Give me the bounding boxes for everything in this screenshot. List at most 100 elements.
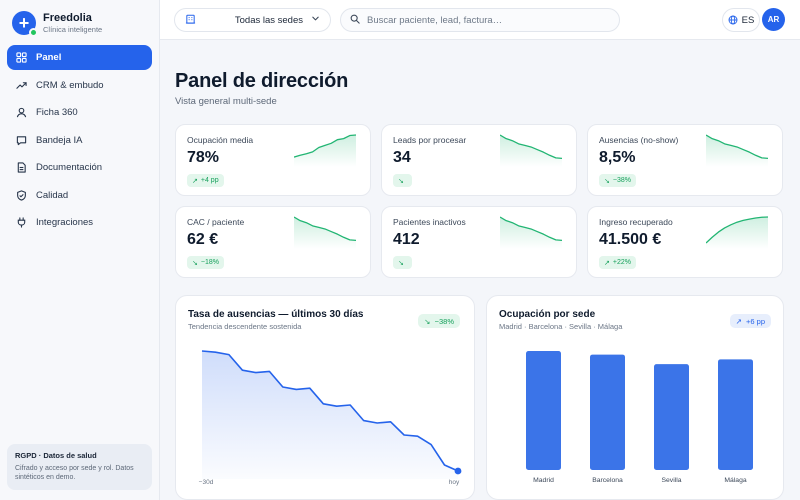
bar[interactable] xyxy=(590,354,625,470)
chat-icon xyxy=(16,135,27,146)
arrow-up-right-icon: ↗ xyxy=(604,259,610,267)
bar[interactable] xyxy=(526,351,561,470)
sparkline xyxy=(294,216,356,249)
kpi-badge: ↗ +22% xyxy=(599,256,636,269)
avatar[interactable]: AR xyxy=(762,8,785,31)
sidebar-item-label: Documentación xyxy=(36,162,103,173)
arrow-down-right-icon: ↘ xyxy=(398,259,404,267)
trend-icon xyxy=(16,80,27,91)
absence-rate-panel: Tasa de ausencias — últimos 30 días Tend… xyxy=(175,295,475,500)
kpi-label: CAC / paciente xyxy=(187,217,245,227)
kpi-card-cac[interactable]: CAC / paciente 62 € ↘ −18% xyxy=(175,206,371,278)
bar[interactable] xyxy=(718,359,753,470)
gdpr-title: RGPD · Datos de salud xyxy=(15,451,97,460)
kpi-value: 62 € xyxy=(187,231,219,248)
sidebar: + Freedolia Clínica inteligente Panel CR… xyxy=(0,0,160,500)
kpi-badge-text: +4 pp xyxy=(200,177,219,184)
kpi-badge: ↘ −38% xyxy=(599,174,636,187)
kpi-card-ingreso[interactable]: Ingreso recuperado 41.500 € ↗ +22% xyxy=(587,206,783,278)
panel-badge-text: −38% xyxy=(434,316,454,326)
language-selector[interactable]: ES xyxy=(722,8,760,32)
brand-name: Freedolia xyxy=(43,12,92,24)
sidebar-item-panel[interactable]: Panel xyxy=(7,45,152,70)
search-input[interactable] xyxy=(367,14,607,26)
x-tick-label: −30d xyxy=(199,479,214,486)
sidebar-item-label: CRM & embudo xyxy=(36,79,104,91)
brand-logo-icon: + xyxy=(12,11,38,37)
chevron-down-icon xyxy=(311,14,320,26)
absence-area xyxy=(202,351,458,479)
grid-icon xyxy=(16,52,27,63)
sparkline xyxy=(706,216,768,249)
sparkline-area xyxy=(706,217,768,249)
arrow-down-right-icon: ↘ xyxy=(192,259,198,267)
x-tick-label: Sevilla xyxy=(661,477,681,484)
occupancy-panel: Ocupación por sede Madrid · Barcelona · … xyxy=(486,295,784,500)
sede-selector-value: Todas las sedes xyxy=(234,14,303,26)
sparkline xyxy=(294,134,356,167)
panel-badge-text: +6 pp xyxy=(746,316,765,326)
data-point xyxy=(454,467,462,475)
page-title: Panel de dirección xyxy=(175,70,349,92)
kpi-badge: ↘ xyxy=(393,174,412,187)
kpi-value: 78% xyxy=(187,149,220,166)
sidebar-item-integraciones[interactable]: Integraciones xyxy=(7,210,152,235)
sparkline xyxy=(500,216,562,249)
x-tick-label: hoy xyxy=(449,479,460,486)
kpi-value: 34 xyxy=(393,149,411,166)
panel-subtitle: Madrid · Barcelona · Sevilla · Málaga xyxy=(499,322,623,331)
kpi-card-leads[interactable]: Leads por procesar 34 ↘ xyxy=(381,124,577,196)
avatar-initials: AR xyxy=(767,15,780,24)
kpi-card-ocupacion[interactable]: Ocupación media 78% ↗ +4 pp xyxy=(175,124,371,196)
sparkline-line xyxy=(500,216,562,242)
topbar: Todas las sedes ES AR xyxy=(160,0,800,40)
document-icon xyxy=(16,162,27,173)
sparkline-line xyxy=(294,134,356,158)
sede-selector[interactable]: Todas las sedes xyxy=(174,8,331,32)
gdpr-text: Cifrado y acceso por sede y rol. Datos s… xyxy=(15,465,134,482)
arrow-up-right-icon: ↗ xyxy=(735,316,743,326)
sidebar-item-calidad[interactable]: Calidad xyxy=(7,183,152,208)
arrow-down-right-icon: ↘ xyxy=(604,177,610,185)
sparkline-line xyxy=(706,216,768,244)
kpi-value: 41.500 € xyxy=(599,231,662,248)
panel-subtitle: Tendencia descendente sostenida xyxy=(188,322,302,331)
bar[interactable] xyxy=(654,364,689,470)
sidebar-item-bandeja[interactable]: Bandeja IA xyxy=(7,128,152,153)
user-icon xyxy=(16,107,27,118)
sidebar-item-crm[interactable]: CRM & embudo xyxy=(7,73,152,98)
panel-title: Ocupación por sede xyxy=(499,309,596,320)
absence-series-line xyxy=(201,350,459,472)
gdpr-notice: RGPD · Datos de salud Cifrado y acceso p… xyxy=(7,444,152,490)
kpi-card-inactivos[interactable]: Pacientes inactivos 412 ↘ xyxy=(381,206,577,278)
absence-line-chart: −30d hoy xyxy=(199,350,462,486)
status-dot-icon xyxy=(29,28,38,37)
kpi-label: Ocupación media xyxy=(187,135,254,145)
sparkline-line xyxy=(500,134,562,160)
arrow-down-right-icon: ↘ xyxy=(398,177,404,185)
sidebar-item-ficha[interactable]: Ficha 360 xyxy=(7,100,152,125)
sparkline-line xyxy=(294,216,356,242)
building-icon xyxy=(185,13,196,27)
kpi-value: 412 xyxy=(393,231,420,248)
kpi-badge: ↘ −18% xyxy=(187,256,224,269)
kpi-badge-text: −38% xyxy=(612,177,631,184)
x-tick-label: Madrid xyxy=(533,477,554,484)
search-icon xyxy=(350,11,360,29)
globe-icon xyxy=(728,15,738,25)
kpi-label: Ausencias (no-show) xyxy=(599,135,679,145)
plug-icon xyxy=(16,217,27,228)
shield-icon xyxy=(16,189,27,201)
kpi-badge-text: −18% xyxy=(200,259,219,266)
panel-badge: ↗ +6 pp xyxy=(729,314,771,328)
kpi-badge: ↗ +4 pp xyxy=(187,174,224,187)
x-tick-label: Málaga xyxy=(724,477,747,484)
occupancy-bar-chart: Madrid Barcelona Sevilla Málaga xyxy=(526,351,753,484)
brand[interactable]: + Freedolia Clínica inteligente xyxy=(12,11,102,37)
x-tick-label: Barcelona xyxy=(592,477,623,484)
kpi-label: Leads por procesar xyxy=(393,135,467,145)
sidebar-item-documentacion[interactable]: Documentación xyxy=(7,155,152,180)
sparkline xyxy=(706,134,768,167)
kpi-card-ausencias[interactable]: Ausencias (no-show) 8,5% ↘ −38% xyxy=(587,124,783,196)
kpi-badge: ↘ xyxy=(393,256,412,269)
